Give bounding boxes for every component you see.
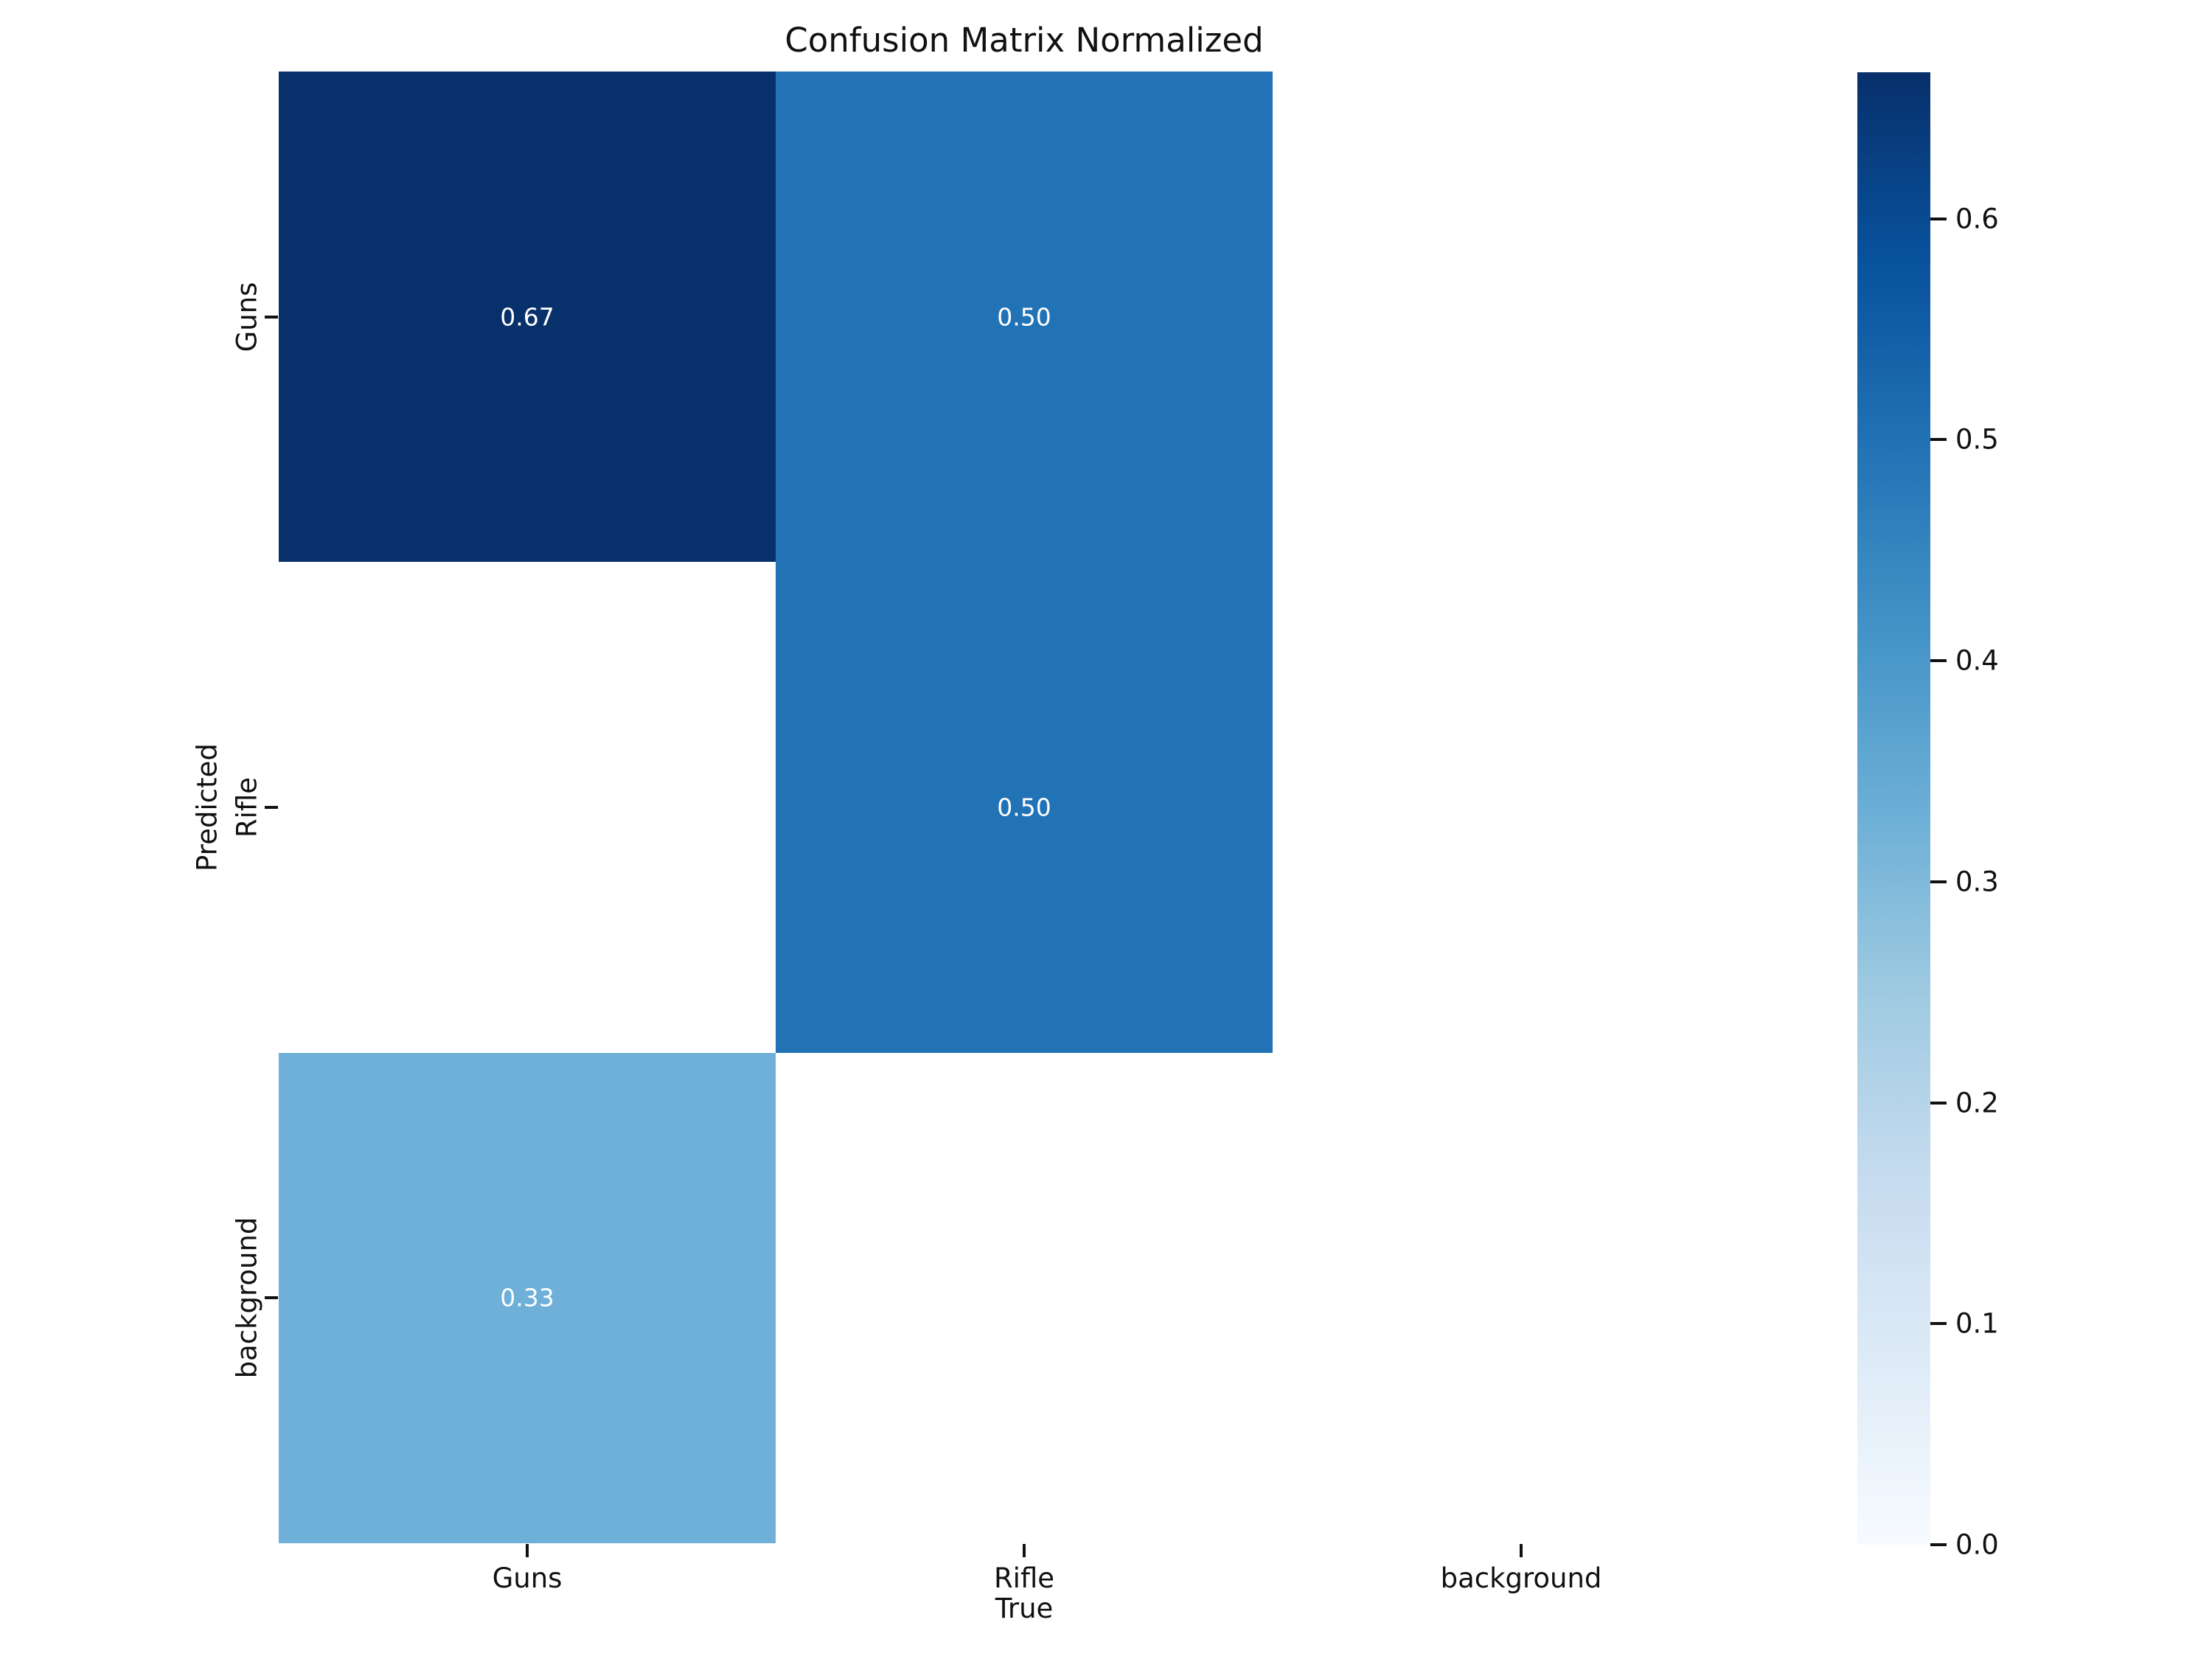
colorbar-tick-label: 0.3: [1955, 866, 1999, 898]
y-axis-label: Predicted: [191, 743, 223, 872]
x-tick-label: Guns: [492, 1562, 563, 1594]
y-tick-mark: [265, 806, 278, 809]
colorbar-tick-mark: [1930, 659, 1947, 663]
cell-annotation: 0.67: [500, 302, 554, 332]
colorbar: [1857, 72, 1930, 1545]
cell-annotation: 0.50: [997, 793, 1051, 822]
x-tick-mark: [1520, 1544, 1523, 1557]
colorbar-tick-label: 0.0: [1955, 1528, 1999, 1561]
heatmap-cell: [776, 562, 1273, 1053]
colorbar-tick-label: 0.4: [1955, 644, 1999, 677]
colorbar-tick-label: 0.2: [1955, 1087, 1999, 1119]
colorbar-tick-mark: [1930, 880, 1947, 883]
colorbar-tick-label: 0.5: [1955, 423, 1999, 456]
heatmap-cell: [1273, 562, 1770, 1053]
colorbar-tick-mark: [1930, 1543, 1947, 1546]
colorbar-tick-label: 0.6: [1955, 203, 1999, 235]
colorbar-tick-mark: [1930, 438, 1947, 442]
y-tick-mark: [265, 1296, 278, 1300]
x-tick-label: Rifle: [993, 1562, 1055, 1594]
colorbar-tick-label: 0.1: [1955, 1307, 1999, 1340]
heatmap-cell: [1273, 1052, 1770, 1543]
colorbar-tick-mark: [1930, 1322, 1947, 1326]
heatmap-cell: [776, 72, 1273, 563]
heatmap-cell: [279, 1052, 776, 1543]
x-axis-label: True: [995, 1593, 1054, 1624]
heatmap-cell: [1273, 72, 1770, 563]
x-tick-mark: [1023, 1544, 1026, 1557]
x-tick-mark: [526, 1544, 529, 1557]
colorbar-tick-mark: [1930, 1101, 1947, 1105]
y-tick-mark: [265, 315, 278, 319]
heatmap: 0.67 0.50 0.50 0.33: [279, 72, 1770, 1543]
heatmap-cell: [776, 1052, 1273, 1543]
x-tick-label: background: [1440, 1562, 1602, 1594]
chart-title: Confusion Matrix Normalized: [785, 21, 1264, 60]
heatmap-cell: [279, 72, 776, 563]
heatmap-cell: [279, 562, 776, 1053]
cell-annotation: 0.33: [500, 1283, 554, 1312]
y-tick-label: background: [231, 1217, 263, 1379]
y-tick-label: Guns: [231, 282, 263, 352]
colorbar-tick-mark: [1930, 217, 1947, 220]
cell-annotation: 0.50: [997, 302, 1051, 332]
y-tick-label: Rifle: [231, 776, 263, 838]
